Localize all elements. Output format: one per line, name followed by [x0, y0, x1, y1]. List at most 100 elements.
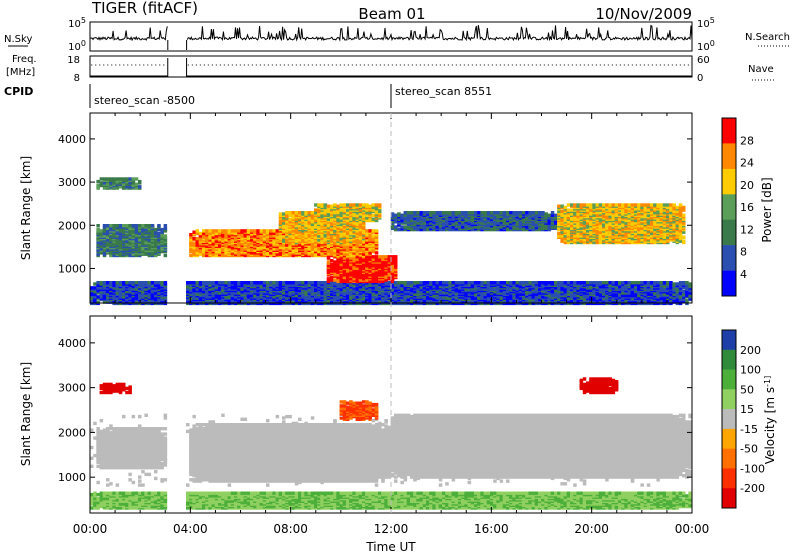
heatmap-cell: [429, 211, 433, 214]
heatmap-cell: [480, 281, 484, 284]
heatmap-cell: [144, 224, 148, 227]
heatmap-cell: [218, 281, 222, 284]
heatmap-cell: [100, 229, 104, 232]
heatmap-cell: [397, 212, 401, 215]
heatmap-cell: [372, 229, 376, 232]
heatmap-cell: [464, 281, 468, 284]
heatmap-cell: [215, 281, 219, 284]
heatmap-cell: [256, 281, 260, 284]
heatmap-cell: [282, 212, 286, 215]
heatmap-cell: [397, 228, 401, 231]
heatmap-cell: [109, 281, 113, 284]
heatmap-cell: [122, 177, 126, 180]
heatmap-cell: [298, 281, 302, 284]
heatmap-cell: [164, 281, 168, 284]
heatmap-cell: [279, 212, 283, 215]
heatmap-cell: [397, 281, 401, 284]
freq-label-1: Freq.: [12, 54, 37, 65]
heatmap-cell: [295, 281, 299, 284]
heatmap-cell: [432, 281, 436, 284]
heatmap-cell: [272, 281, 276, 284]
heatmap-cell: [320, 281, 324, 284]
heatmap-cell: [349, 203, 353, 206]
heatmap-cell: [135, 281, 139, 284]
heatmap-cell: [426, 281, 430, 284]
heatmap-cell: [189, 254, 193, 257]
heatmap-cell: [400, 281, 404, 284]
heatmap-cell: [260, 281, 264, 284]
heatmap-cell: [96, 180, 100, 183]
heatmap-cell: [135, 177, 139, 180]
heatmap-cell: [122, 281, 126, 284]
heatmap-cell: [276, 281, 280, 284]
heatmap-cell: [458, 281, 462, 284]
heatmap-cell: [429, 281, 433, 284]
heatmap-cell: [192, 281, 196, 284]
heatmap-cell: [439, 211, 443, 214]
heatmap-cell: [125, 224, 129, 227]
heatmap-cell: [381, 255, 385, 258]
heatmap-cell: [304, 211, 308, 214]
heatmap-cell: [474, 211, 478, 214]
heatmap-cell: [359, 203, 363, 206]
heatmap-cell: [96, 295, 100, 298]
beam-title: Beam 01: [358, 5, 425, 23]
heatmap-cell: [237, 281, 241, 284]
heatmap-cell: [224, 281, 228, 284]
heatmap-cell: [112, 224, 116, 227]
heatmap-cell: [103, 281, 107, 284]
heatmap-cell: [314, 281, 318, 284]
heatmap-cell: [285, 211, 289, 214]
heatmap-cell: [106, 177, 110, 180]
heatmap-cell: [208, 281, 212, 284]
heatmap-cell: [368, 205, 372, 208]
heatmap-cell: [288, 211, 292, 214]
heatmap-cell: [112, 177, 116, 180]
heatmap-cell: [247, 229, 251, 232]
heatmap-cell: [308, 211, 312, 214]
heatmap-cell: [154, 281, 158, 284]
heatmap-cell: [244, 229, 248, 232]
heatmap-cell: [212, 281, 216, 284]
heatmap-cell: [164, 224, 168, 227]
heatmap-cell: [439, 281, 443, 284]
heatmap-cell: [269, 229, 273, 232]
heatmap-cell: [157, 224, 161, 227]
heatmap-cell: [400, 214, 404, 217]
heatmap-cell: [301, 281, 305, 284]
heatmap-cell: [93, 282, 97, 285]
heatmap-cell: [100, 181, 104, 184]
heatmap-cell: [234, 229, 238, 232]
heatmap-cell: [333, 203, 337, 206]
heatmap-cell: [276, 229, 280, 232]
heatmap-cell: [404, 211, 408, 214]
heatmap-cell: [311, 281, 315, 284]
heatmap-cell: [253, 229, 257, 232]
heatmap-cell: [157, 232, 161, 235]
heatmap-cell: [141, 224, 145, 227]
heatmap-cell: [135, 224, 139, 227]
heatmap-cell: [295, 211, 299, 214]
heatmap-cell: [288, 218, 292, 221]
heatmap-cell: [407, 211, 411, 214]
heatmap-cell: [346, 203, 350, 206]
heatmap-cell: [420, 211, 424, 214]
heatmap-cell: [407, 281, 411, 284]
heatmap-cell: [336, 205, 340, 208]
heatmap-cell: [471, 281, 475, 284]
heatmap-cell: [128, 224, 132, 227]
heatmap-cell: [327, 260, 331, 263]
heatmap-cell: [164, 254, 168, 257]
heatmap-cell: [416, 211, 420, 214]
heatmap-cell: [317, 281, 321, 284]
heatmap-cell: [96, 228, 100, 231]
heatmap-cell: [400, 225, 404, 228]
heatmap-cell: [468, 211, 472, 214]
heatmap-cell: [330, 259, 334, 262]
heatmap-cell: [157, 281, 161, 284]
heatmap-cell: [384, 255, 388, 258]
cpid-program-1: stereo_scan -8500: [94, 94, 195, 107]
nave-tick-top: 60: [697, 55, 710, 66]
heatmap-cell: [148, 224, 152, 227]
heatmap-cell: [125, 281, 129, 284]
